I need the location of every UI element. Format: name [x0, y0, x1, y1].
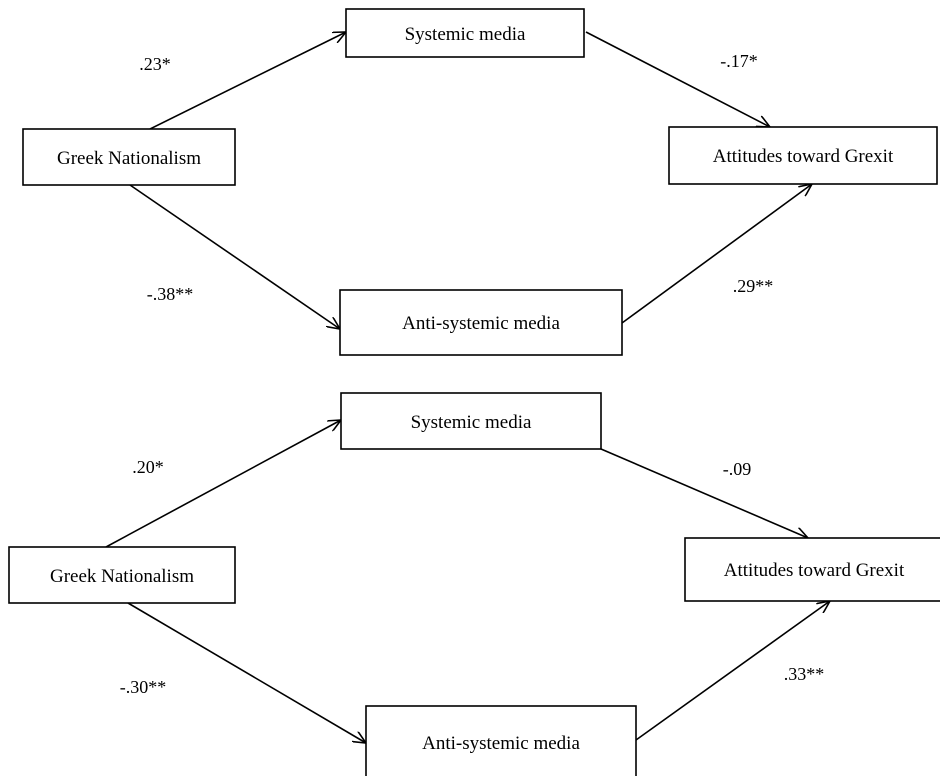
coef-nationalism-to-anti-systemic: -.30** [120, 677, 167, 697]
node-label: Systemic media [405, 24, 526, 45]
arrow-anti-systemic-to-grexit [621, 184, 812, 324]
node-greek-nationalism: Greek Nationalism [22, 128, 236, 186]
node-attitudes-toward-grexit: Attitudes toward Grexit [668, 126, 938, 185]
coef-anti-systemic-to-grexit: .29** [733, 276, 774, 296]
arrow-nationalism-to-systemic [149, 32, 346, 130]
node-attitudes-toward-grexit: Attitudes toward Grexit [684, 537, 940, 602]
node-label: Attitudes toward Grexit [724, 560, 905, 581]
node-label: Systemic media [411, 412, 532, 433]
node-label: Greek Nationalism [50, 566, 194, 587]
node-label: Anti-systemic media [402, 313, 560, 334]
node-systemic-media: Systemic media [345, 8, 585, 58]
coef-systemic-to-grexit: -.09 [723, 459, 752, 479]
coef-anti-systemic-to-grexit: .33** [784, 664, 825, 684]
coef-nationalism-to-systemic: .23* [139, 54, 171, 74]
node-label: Anti-systemic media [422, 733, 580, 754]
arrow-nationalism-to-systemic [105, 420, 341, 548]
model-1: Greek Nationalism Systemic media Anti-sy… [22, 8, 938, 356]
model-2: Greek Nationalism Systemic media Anti-sy… [8, 392, 940, 776]
coef-systemic-to-grexit: -.17* [720, 51, 758, 71]
node-anti-systemic-media: Anti-systemic media [365, 705, 637, 776]
node-label: Attitudes toward Grexit [713, 146, 894, 167]
arrow-nationalism-to-anti-systemic [129, 184, 340, 329]
node-systemic-media: Systemic media [340, 392, 602, 450]
arrow-systemic-to-grexit [600, 448, 808, 538]
arrow-anti-systemic-to-grexit [635, 601, 830, 741]
arrow-nationalism-to-anti-systemic [127, 602, 366, 743]
node-greek-nationalism: Greek Nationalism [8, 546, 236, 604]
node-label: Greek Nationalism [57, 148, 201, 169]
arrow-systemic-to-grexit [585, 31, 770, 127]
coef-nationalism-to-anti-systemic: -.38** [147, 284, 194, 304]
node-anti-systemic-media: Anti-systemic media [339, 289, 623, 356]
coef-nationalism-to-systemic: .20* [132, 457, 164, 477]
